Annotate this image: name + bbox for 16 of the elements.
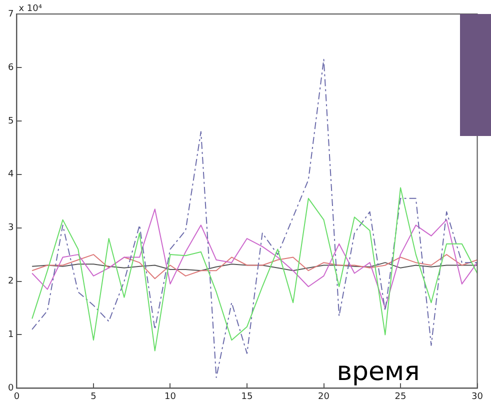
y-tick-label: 1 — [8, 330, 14, 340]
y-tick-label: 2 — [8, 276, 14, 287]
x-tick-label: 30 — [472, 392, 484, 402]
text: x 10⁴ — [18, 4, 42, 14]
y-tick-label: 6 — [8, 62, 14, 73]
y-tick-label: 5 — [8, 116, 14, 126]
x-tick-label: 20 — [318, 392, 330, 402]
y-tick-label: 3 — [8, 223, 14, 234]
x-axis-title: время — [336, 356, 420, 387]
y-tick-label: 7 — [8, 9, 14, 20]
x-tick-label: 5 — [90, 392, 96, 402]
x-tick-label: 10 — [164, 392, 176, 402]
x-tick-label: 25 — [394, 392, 406, 402]
y-tick-label: 4 — [8, 170, 14, 180]
x-tick-label: 15 — [241, 392, 253, 402]
y-tick-label: 0 — [8, 384, 14, 394]
